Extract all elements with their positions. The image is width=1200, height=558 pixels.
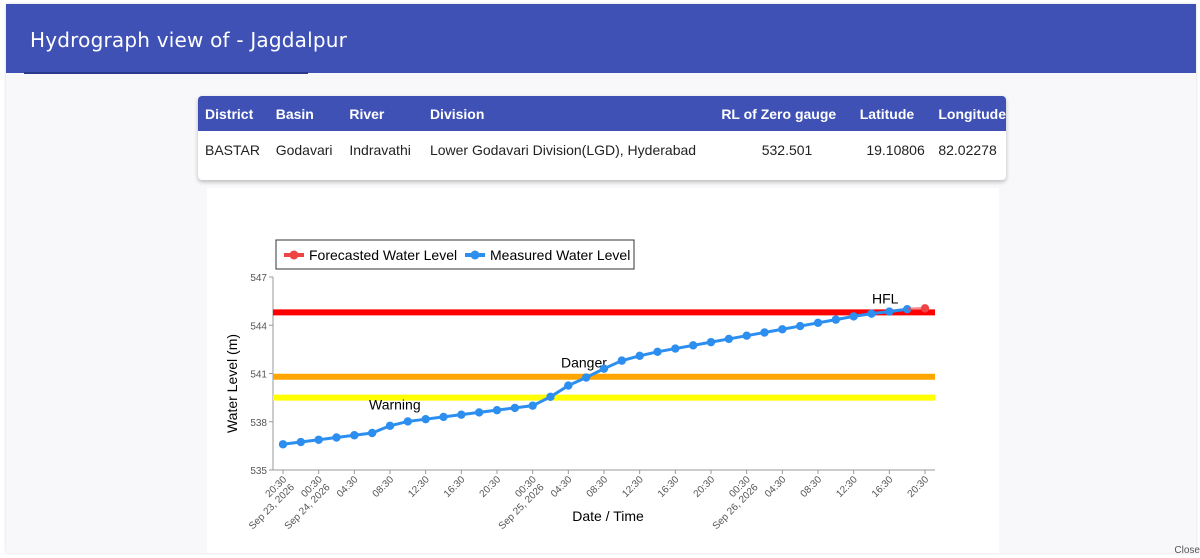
- data-point: [510, 403, 520, 413]
- data-point: [350, 431, 359, 440]
- station-info-card: District Basin River Division RL of Zero…: [198, 96, 1006, 180]
- header-division: Division: [422, 96, 715, 131]
- header-rl-zero-gauge: RL of Zero gauge: [714, 96, 853, 131]
- header-latitude: Latitude: [852, 96, 932, 131]
- data-point: [564, 381, 573, 390]
- data-point: [528, 401, 537, 410]
- data-point: [795, 321, 805, 331]
- x-tick-label: 04:30: [763, 474, 789, 500]
- title-underline: [24, 72, 308, 74]
- cell-division: Lower Godavari Division(LGD), Hyderabad: [429, 142, 697, 158]
- hydrograph-dialog: Hydrograph view of - Jagdalpur District …: [6, 4, 1196, 553]
- header-longitude: Longitude: [931, 96, 1006, 131]
- data-point: [474, 408, 484, 417]
- data-point: [671, 344, 680, 353]
- table-row: BASTAR Godavari Indravathi Lower Godavar…: [198, 131, 1006, 169]
- x-tick-label: 12:30: [834, 474, 860, 500]
- data-point: [902, 304, 912, 314]
- data-point: [546, 392, 555, 402]
- data-point: [706, 337, 716, 347]
- reference-label-danger: Danger: [561, 355, 607, 371]
- data-point: [332, 433, 341, 442]
- x-tick-label: 20:30: [906, 474, 932, 500]
- data-point: [296, 437, 306, 447]
- data-point: [920, 304, 930, 313]
- y-tick-label: 535: [250, 466, 267, 477]
- hydrograph-chart-panel: 535 538 541 544 547 20:30Sep 23, 2026 00:30Sep…: [207, 188, 999, 553]
- cell-latitude: 19.10806: [866, 142, 925, 158]
- table-header-row: District Basin River Division RL of Zero…: [198, 96, 1006, 131]
- x-tick-label: 16:30: [442, 474, 468, 500]
- data-point: [403, 417, 413, 426]
- y-tick-label: 541: [250, 370, 267, 381]
- data-point: [653, 347, 662, 356]
- y-tick-label: 547: [250, 273, 267, 284]
- x-tick-label: 08:30: [585, 474, 611, 500]
- data-point: [688, 341, 698, 350]
- data-point: [778, 325, 787, 334]
- x-tick-label: 20:30: [692, 474, 718, 500]
- cell-longitude: 82.02278: [938, 142, 997, 158]
- data-point: [831, 315, 841, 324]
- dialog-header: Hydrograph view of - Jagdalpur: [6, 4, 1196, 73]
- data-point: [581, 373, 591, 382]
- y-axis-label: Water Level (m): [224, 334, 240, 433]
- data-point: [867, 309, 876, 318]
- data-point: [599, 364, 609, 373]
- reference-label-warning: Warning: [369, 397, 421, 413]
- header-river: River: [342, 96, 423, 131]
- x-tick-label: 12:30: [620, 474, 646, 500]
- y-tick-label: 544: [250, 321, 267, 332]
- header-basin: Basin: [268, 96, 343, 131]
- y-tick-label: 538: [250, 418, 267, 429]
- data-point: [421, 414, 430, 424]
- cell-district: BASTAR: [205, 142, 260, 158]
- data-point: [617, 356, 627, 365]
- x-tick-label: 12:30: [406, 474, 432, 500]
- legend-swatch-marker: [289, 250, 299, 260]
- cell-basin: Godavari: [275, 142, 333, 158]
- data-point: [367, 428, 377, 438]
- dialog-title: Hydrograph view of - Jagdalpur: [30, 28, 348, 52]
- data-point: [385, 421, 395, 430]
- legend-entry-label: Measured Water Level: [490, 247, 630, 263]
- x-tick-label: 16:30: [656, 474, 682, 500]
- station-info-table: District Basin River Division RL of Zero…: [198, 96, 1006, 169]
- x-axis-label: Date / Time: [572, 508, 644, 524]
- reference-label-hfl: HFL: [872, 290, 899, 306]
- data-point: [885, 307, 894, 316]
- legend-entry-label: Forecasted Water Level: [309, 247, 457, 263]
- data-point: [724, 334, 734, 344]
- x-tick-label: 04:30: [549, 474, 575, 500]
- cell-river: Indravathi: [349, 142, 411, 158]
- x-tick-label: 08:30: [371, 474, 397, 500]
- data-point: [635, 351, 644, 361]
- cell-rl-zero-gauge: 532.501: [761, 142, 813, 158]
- data-point: [760, 328, 769, 337]
- x-tick-label: 16:30: [870, 474, 896, 500]
- data-point: [314, 435, 323, 444]
- data-point: [439, 412, 448, 422]
- x-tick-label: 04:30: [335, 474, 361, 500]
- data-point: [492, 405, 502, 415]
- data-point: [813, 318, 823, 328]
- data-point: [742, 331, 751, 340]
- x-tick-label: 20:30: [478, 474, 504, 500]
- data-point: [278, 440, 288, 449]
- legend-box: [275, 239, 635, 270]
- x-tick-label: 08:30: [799, 474, 825, 500]
- data-point: [457, 410, 466, 419]
- close-button[interactable]: Close: [1174, 545, 1200, 556]
- header-district: District: [198, 96, 269, 131]
- legend-swatch-marker: [470, 250, 480, 260]
- data-point: [849, 312, 858, 321]
